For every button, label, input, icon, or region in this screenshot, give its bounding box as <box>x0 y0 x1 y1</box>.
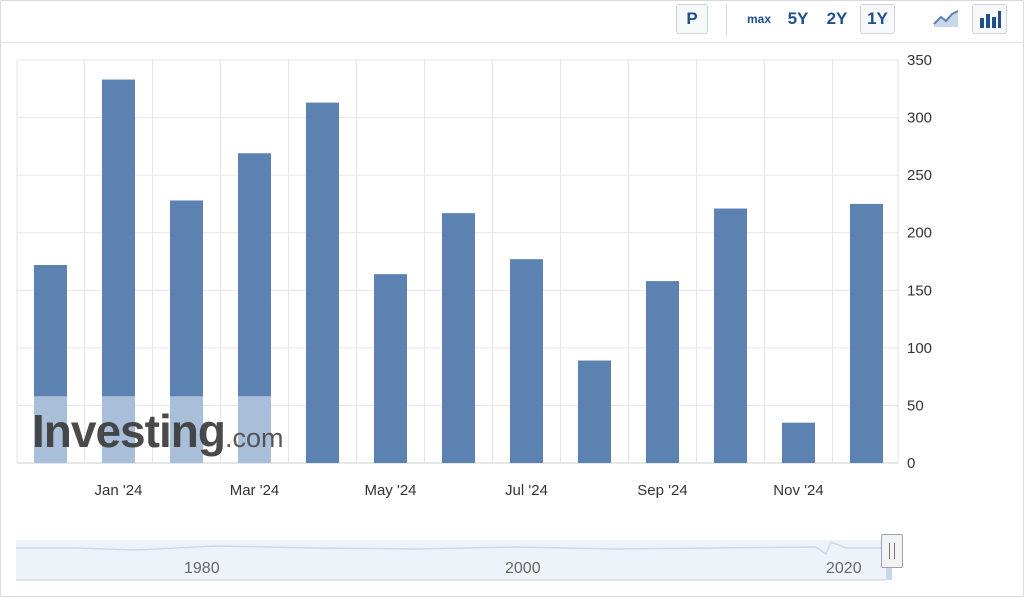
bar-oct-24[interactable] <box>714 208 747 463</box>
range-2y-button[interactable]: 2Y <box>826 9 848 28</box>
navigator-label-2000: 2000 <box>505 560 541 577</box>
watermark-brand: Investing <box>32 405 226 457</box>
range-max-button[interactable]: max <box>746 12 772 26</box>
navigator-label-2020: 2020 <box>826 560 862 577</box>
bar-dec-24[interactable] <box>850 203 883 463</box>
bar-watermark-fade <box>102 396 135 463</box>
toolbar-separator <box>726 4 727 36</box>
y-tick-label: 250 <box>907 167 932 184</box>
bar-apr-24[interactable] <box>306 102 339 464</box>
bar-nov-24[interactable] <box>782 422 815 463</box>
bar-watermark-fade <box>170 396 203 463</box>
y-tick-label: 50 <box>907 397 924 414</box>
navigator-label-1980: 1980 <box>184 560 220 577</box>
bar-chart-icon[interactable] <box>972 4 1007 34</box>
investing-watermark: Investing.com <box>32 404 283 458</box>
bar-sep-24[interactable] <box>646 281 679 463</box>
y-tick-label: 350 <box>907 52 932 69</box>
y-tick-label: 200 <box>907 225 932 242</box>
x-tick-label: Nov '24 <box>773 482 823 499</box>
x-tick-label: May '24 <box>364 482 416 499</box>
y-tick-label: 0 <box>907 455 915 472</box>
x-tick-label: Jan '24 <box>95 482 143 499</box>
y-tick-label: 150 <box>907 282 932 299</box>
chart-toolbar: P max 5Y 2Y 1Y <box>0 0 1024 43</box>
bar-aug-24[interactable] <box>578 360 611 463</box>
navigator-handle[interactable] <box>881 534 903 568</box>
bar-jul-24[interactable] <box>510 259 543 463</box>
bar-jun-24[interactable] <box>442 213 475 463</box>
bar-may-24[interactable] <box>374 274 407 463</box>
bar-watermark-fade <box>34 396 67 463</box>
range-5y-button[interactable]: 5Y <box>787 9 809 28</box>
bar-chart: 0 50 100 150 200 250 300 350 Jan '24 Mar '24 May '… <box>16 52 932 499</box>
x-tick-label: Mar '24 <box>230 482 280 499</box>
x-tick-label: Jul '24 <box>505 482 548 499</box>
time-navigator[interactable]: 1980 2000 2020 <box>16 534 904 582</box>
area-chart-icon[interactable] <box>929 4 963 34</box>
navigator-series <box>16 540 892 581</box>
y-tick-label: 300 <box>907 110 932 127</box>
watermark-suffix: .com <box>224 423 284 453</box>
p-button[interactable]: P <box>676 4 708 34</box>
x-tick-label: Sep '24 <box>637 482 687 499</box>
bar-watermark-fade <box>238 396 271 463</box>
range-1y-button[interactable]: 1Y <box>860 4 895 34</box>
y-tick-label: 100 <box>907 340 932 357</box>
